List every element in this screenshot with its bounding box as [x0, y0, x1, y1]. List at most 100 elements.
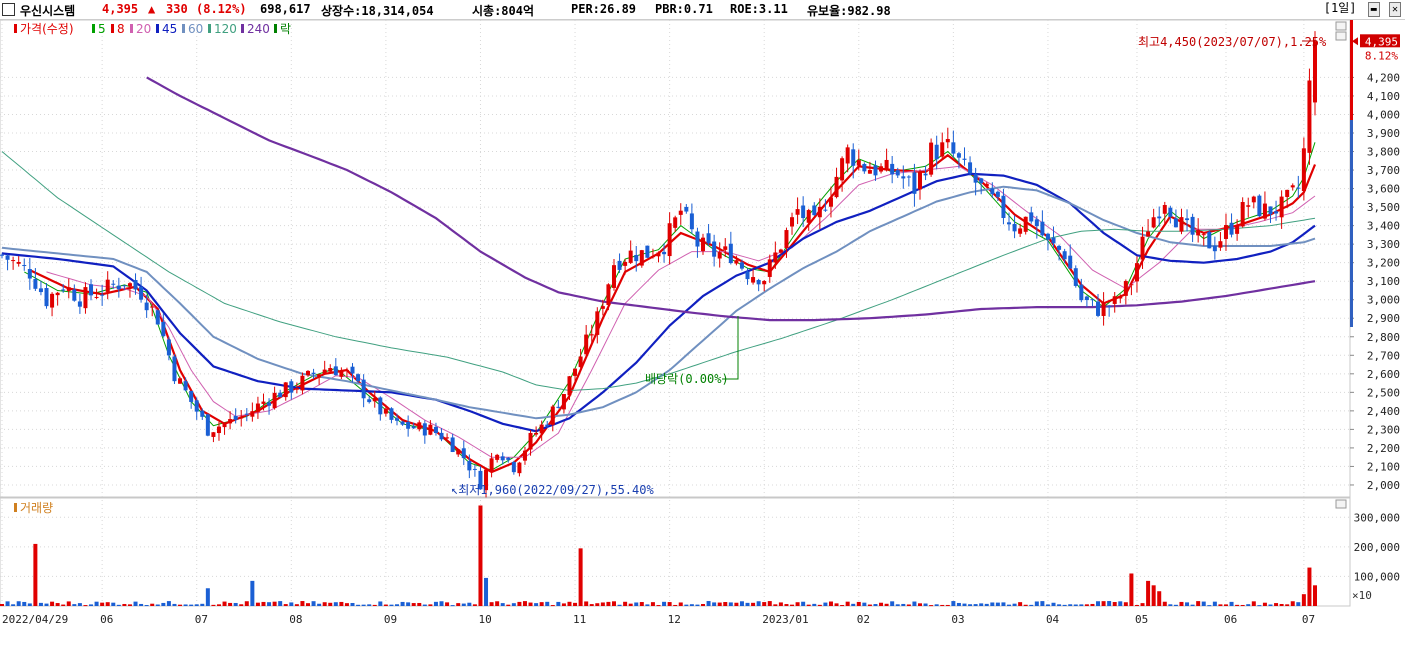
- volume-bar: [478, 505, 483, 606]
- candle-body: [1223, 225, 1228, 239]
- volume-bar: [973, 604, 978, 606]
- candle-body: [122, 285, 127, 287]
- candle-body: [495, 454, 500, 460]
- volume-bar: [244, 601, 249, 606]
- candle-body: [289, 381, 294, 393]
- legend-item-label: 120: [214, 22, 237, 36]
- volume-bar: [450, 605, 455, 607]
- volume-bar: [389, 604, 394, 606]
- candle-body: [662, 251, 667, 255]
- candle-body: [606, 284, 611, 306]
- volume-bar: [1068, 604, 1073, 606]
- volume-bar: [578, 548, 583, 606]
- volume-bar: [662, 601, 667, 606]
- volume-bar: [1001, 602, 1006, 606]
- volume-bar: [1257, 605, 1262, 607]
- ma-line-120: [1, 151, 1316, 392]
- volume-bar: [717, 602, 722, 606]
- candle-body: [1285, 189, 1290, 197]
- candle-body: [300, 375, 305, 391]
- candle-body: [929, 142, 934, 175]
- candle-body: [89, 284, 94, 296]
- candle-body: [778, 249, 783, 253]
- chart-grid: [0, 20, 1350, 606]
- roe-value: ROE:3.11: [730, 2, 788, 16]
- candle-body: [573, 368, 578, 376]
- volume-bar: [1285, 604, 1290, 606]
- panel-close-button[interactable]: [1335, 31, 1347, 41]
- candle-body: [1096, 301, 1101, 316]
- volume-bar: [695, 604, 700, 606]
- candle-body: [934, 144, 939, 160]
- panel-maximize-button[interactable]: [1335, 21, 1347, 31]
- volume-bar: [5, 601, 10, 606]
- volume-bar: [77, 603, 82, 606]
- volume-bar: [216, 604, 221, 606]
- volume-bar: [1051, 602, 1056, 606]
- candle-body: [867, 170, 872, 174]
- close-icon[interactable]: ✕: [1388, 2, 1401, 17]
- legend-marker: [14, 24, 17, 33]
- candle-body: [828, 197, 833, 207]
- period-button[interactable]: [1일]: [1323, 1, 1357, 15]
- candle-body: [956, 153, 961, 158]
- legend-marker: [92, 24, 95, 33]
- candle-body: [717, 252, 722, 259]
- price-tick-label: 2,400: [1367, 405, 1400, 418]
- candle-body: [500, 456, 505, 461]
- volume-bar: [1012, 603, 1017, 606]
- volume-panel-maximize-button[interactable]: [1335, 499, 1347, 509]
- candle-body: [1090, 299, 1095, 301]
- volume-bar: [606, 601, 611, 606]
- candle-body: [1262, 203, 1267, 219]
- candle-body: [511, 461, 516, 473]
- candle-body: [1274, 211, 1279, 214]
- candle-body: [422, 423, 427, 436]
- volume-bar: [250, 580, 255, 606]
- candle-body: [205, 414, 210, 436]
- volume-bar: [706, 601, 711, 606]
- last-price-arrow-icon: [1352, 37, 1358, 46]
- volume-bar: [356, 604, 361, 606]
- volume-bar: [890, 601, 895, 606]
- float-ratio: 유보율:982.98: [807, 4, 891, 18]
- price-tick-label: 3,700: [1367, 164, 1400, 177]
- candle-body: [1290, 185, 1295, 188]
- volume-bar: [133, 601, 138, 606]
- candle-body: [1057, 245, 1062, 250]
- candle-body: [0, 254, 4, 256]
- candle-body: [150, 306, 155, 308]
- minimize-icon[interactable]: ▬: [1367, 2, 1380, 17]
- volume-bar: [139, 603, 144, 606]
- legend-marker: [130, 24, 133, 33]
- candle-body: [984, 183, 989, 187]
- candle-body: [439, 432, 444, 440]
- volume-bar: [1073, 604, 1078, 606]
- candle-body: [851, 149, 856, 166]
- candle-body: [739, 262, 744, 269]
- volume-bar: [945, 604, 950, 606]
- volume-bar: [50, 601, 55, 606]
- candle-body: [144, 302, 149, 311]
- candle-body: [272, 392, 277, 409]
- volume-bar: [428, 604, 433, 606]
- volume-bar: [328, 602, 333, 606]
- candle-body: [617, 260, 622, 270]
- volume-bar: [400, 601, 405, 606]
- candle-body: [155, 310, 160, 325]
- candle-body: [923, 173, 928, 176]
- volume-bar: [767, 601, 772, 606]
- candle-body: [1084, 296, 1089, 301]
- checkbox-icon[interactable]: [2, 3, 15, 16]
- candle-body: [784, 230, 789, 249]
- date-tick-label: 07: [1302, 613, 1315, 626]
- price-range-bar-lower: [1350, 120, 1353, 327]
- price-tick-label: 4,100: [1367, 90, 1400, 103]
- volume-bar: [1118, 601, 1123, 606]
- volume-bar: [1018, 602, 1023, 606]
- volume-bar: [506, 604, 511, 606]
- candle-body: [445, 437, 450, 439]
- stock-name[interactable]: 우신시스템: [20, 4, 76, 18]
- candle-body: [1018, 228, 1023, 234]
